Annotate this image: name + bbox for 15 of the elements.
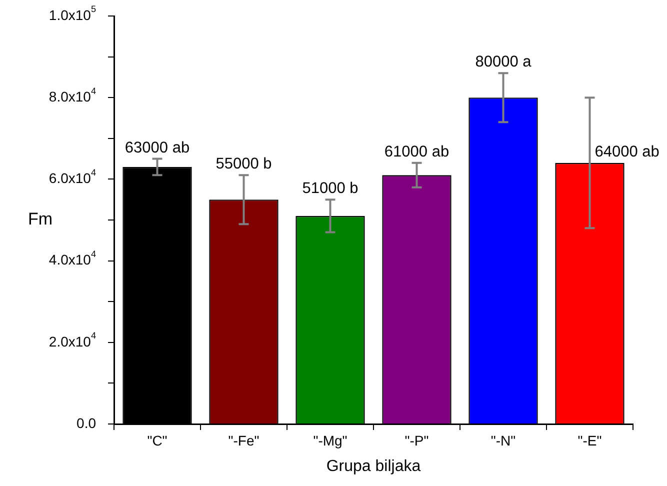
data-label: 63000 ab — [124, 139, 190, 156]
x-tick-label: "-Mg" — [313, 432, 348, 448]
data-label: 80000 a — [475, 54, 532, 71]
x-tick-label: "C" — [147, 432, 168, 448]
data-label: 51000 b — [302, 180, 358, 198]
y-tick-label: 0.0 — [76, 414, 96, 431]
x-axis-title: Grupa biljaka — [326, 458, 421, 475]
y-axis-title: Fm — [28, 210, 53, 229]
data-label: 64000 ab — [594, 143, 660, 160]
x-tick-label: "-Fe" — [228, 432, 260, 448]
data-label: 61000 ab — [384, 143, 450, 160]
data-label: 55000 b — [216, 156, 272, 173]
x-tick-label: "-P" — [404, 432, 429, 448]
x-tick-label: "-E" — [578, 432, 602, 448]
x-tick-label: "-N" — [490, 432, 516, 448]
